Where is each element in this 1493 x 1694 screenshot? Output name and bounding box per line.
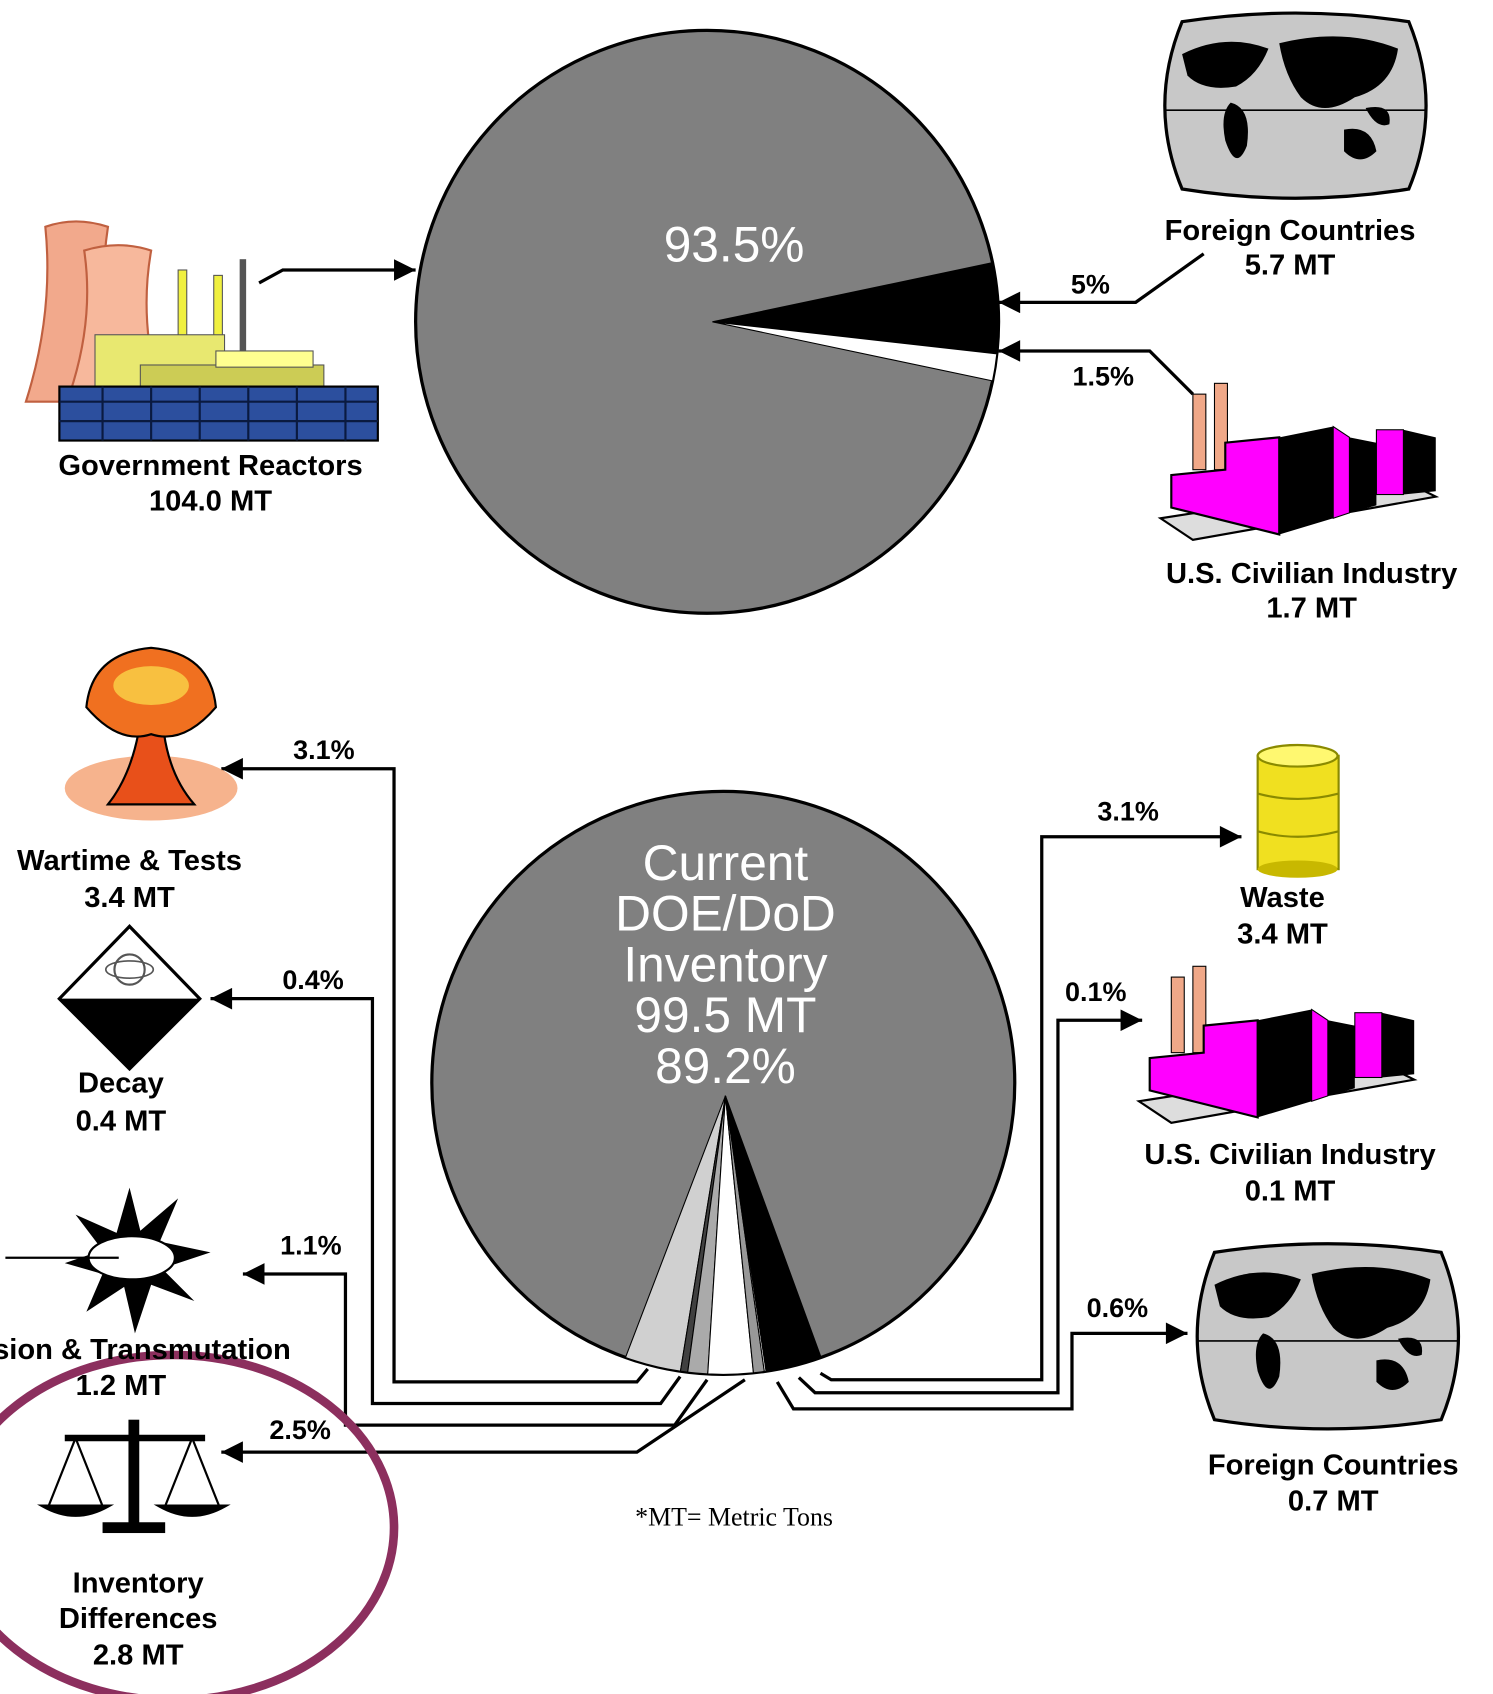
source-amount: 104.0 MT [149,486,272,518]
flow-arrow [797,1009,1143,1395]
destination-amount: 2.8 MT [93,1640,184,1672]
land [1365,106,1390,126]
pie [430,789,1017,1376]
slice-label: 89.2% [655,1038,796,1094]
slice-label: 1.1% [280,1231,341,1261]
source-name: Government Reactors [58,450,362,482]
wall [1332,425,1350,520]
flow-arrow [258,259,416,285]
reactor-icon [24,220,379,442]
land [1255,1333,1281,1389]
center-label: Current [643,835,809,891]
center-label: 99.5 MT [634,987,816,1043]
slice-label: 5% [1071,270,1110,300]
flow-arrow [819,825,1242,1382]
destination-name: Waste [1240,882,1325,914]
wall [1354,1012,1383,1079]
pie [414,28,1001,615]
waste-barrel-icon [1256,743,1340,878]
slice-label: 93.5% [664,216,805,272]
pie-slice [724,1095,822,1372]
flow-arrow [221,757,649,1384]
slice-label: 1.5% [1073,361,1134,391]
center-label: Inventory [623,936,827,992]
destination-amount: 3.4 MT [84,882,175,914]
source-name: U.S. Civilian Industry [1166,558,1458,590]
land [1344,128,1377,160]
factory-icon [1136,965,1418,1124]
wall [1403,429,1436,495]
destination-name: Foreign Countries [1208,1450,1459,1482]
flow-arrow [998,340,1195,396]
land [1223,102,1248,159]
destination-name: Differences [59,1603,218,1635]
land [1279,36,1399,109]
destination-amount: 0.7 MT [1288,1485,1379,1517]
wall [1311,1008,1329,1102]
source-amount: 1.7 MT [1266,593,1357,625]
footnote: *MT= Metric Tons [635,1502,833,1531]
destination-amount: 3.4 MT [1237,919,1328,951]
source-name: Foreign Countries [1165,215,1416,247]
land [1311,1267,1431,1339]
fission-icon [5,1187,211,1334]
land [1398,1337,1423,1357]
destination-name: Inventory [73,1567,205,1599]
slice-label: 0.1% [1065,977,1126,1007]
slice-label: 0.6% [1087,1293,1148,1323]
wall [1279,426,1334,535]
slice-label: 0.4% [282,965,343,995]
factory-icon [1157,382,1440,542]
destination-amount: 0.4 MT [76,1105,167,1137]
land [1182,41,1269,88]
wall [1327,1020,1355,1096]
wall [1375,429,1404,496]
slice-label: 3.1% [1097,797,1158,827]
wall [1349,437,1377,513]
flow-arrow [775,1322,1188,1411]
land [1376,1359,1409,1391]
wall [1257,1009,1312,1118]
decay-icon [57,924,202,1072]
slice-label: 2.5% [269,1415,330,1445]
center-label: DOE/DoD [615,886,836,942]
source-amount: 5.7 MT [1245,249,1336,281]
pie-slice [712,321,998,382]
destination-amount: 0.1 MT [1245,1176,1336,1208]
globe-icon [1195,1242,1461,1431]
globe-icon [1163,11,1428,200]
chimney [1192,393,1207,471]
explosion-icon [64,646,238,821]
wall [1381,1012,1415,1078]
destination-name: Fission & Transmutation [0,1334,291,1366]
chimney [1170,976,1185,1054]
destination-name: U.S. Civilian Industry [1144,1139,1436,1171]
scales-icon [37,1419,231,1534]
flow-arrow [221,1378,746,1463]
slice-label: 3.1% [293,735,354,765]
destination-name: Wartime & Tests [17,845,242,877]
destination-amount: 1.2 MT [76,1370,167,1402]
land [1214,1272,1301,1319]
highlight-circle [0,1350,399,1694]
flow-arrow [998,252,1205,314]
flow-arrow [210,987,682,1406]
destination-name: Decay [78,1068,165,1100]
